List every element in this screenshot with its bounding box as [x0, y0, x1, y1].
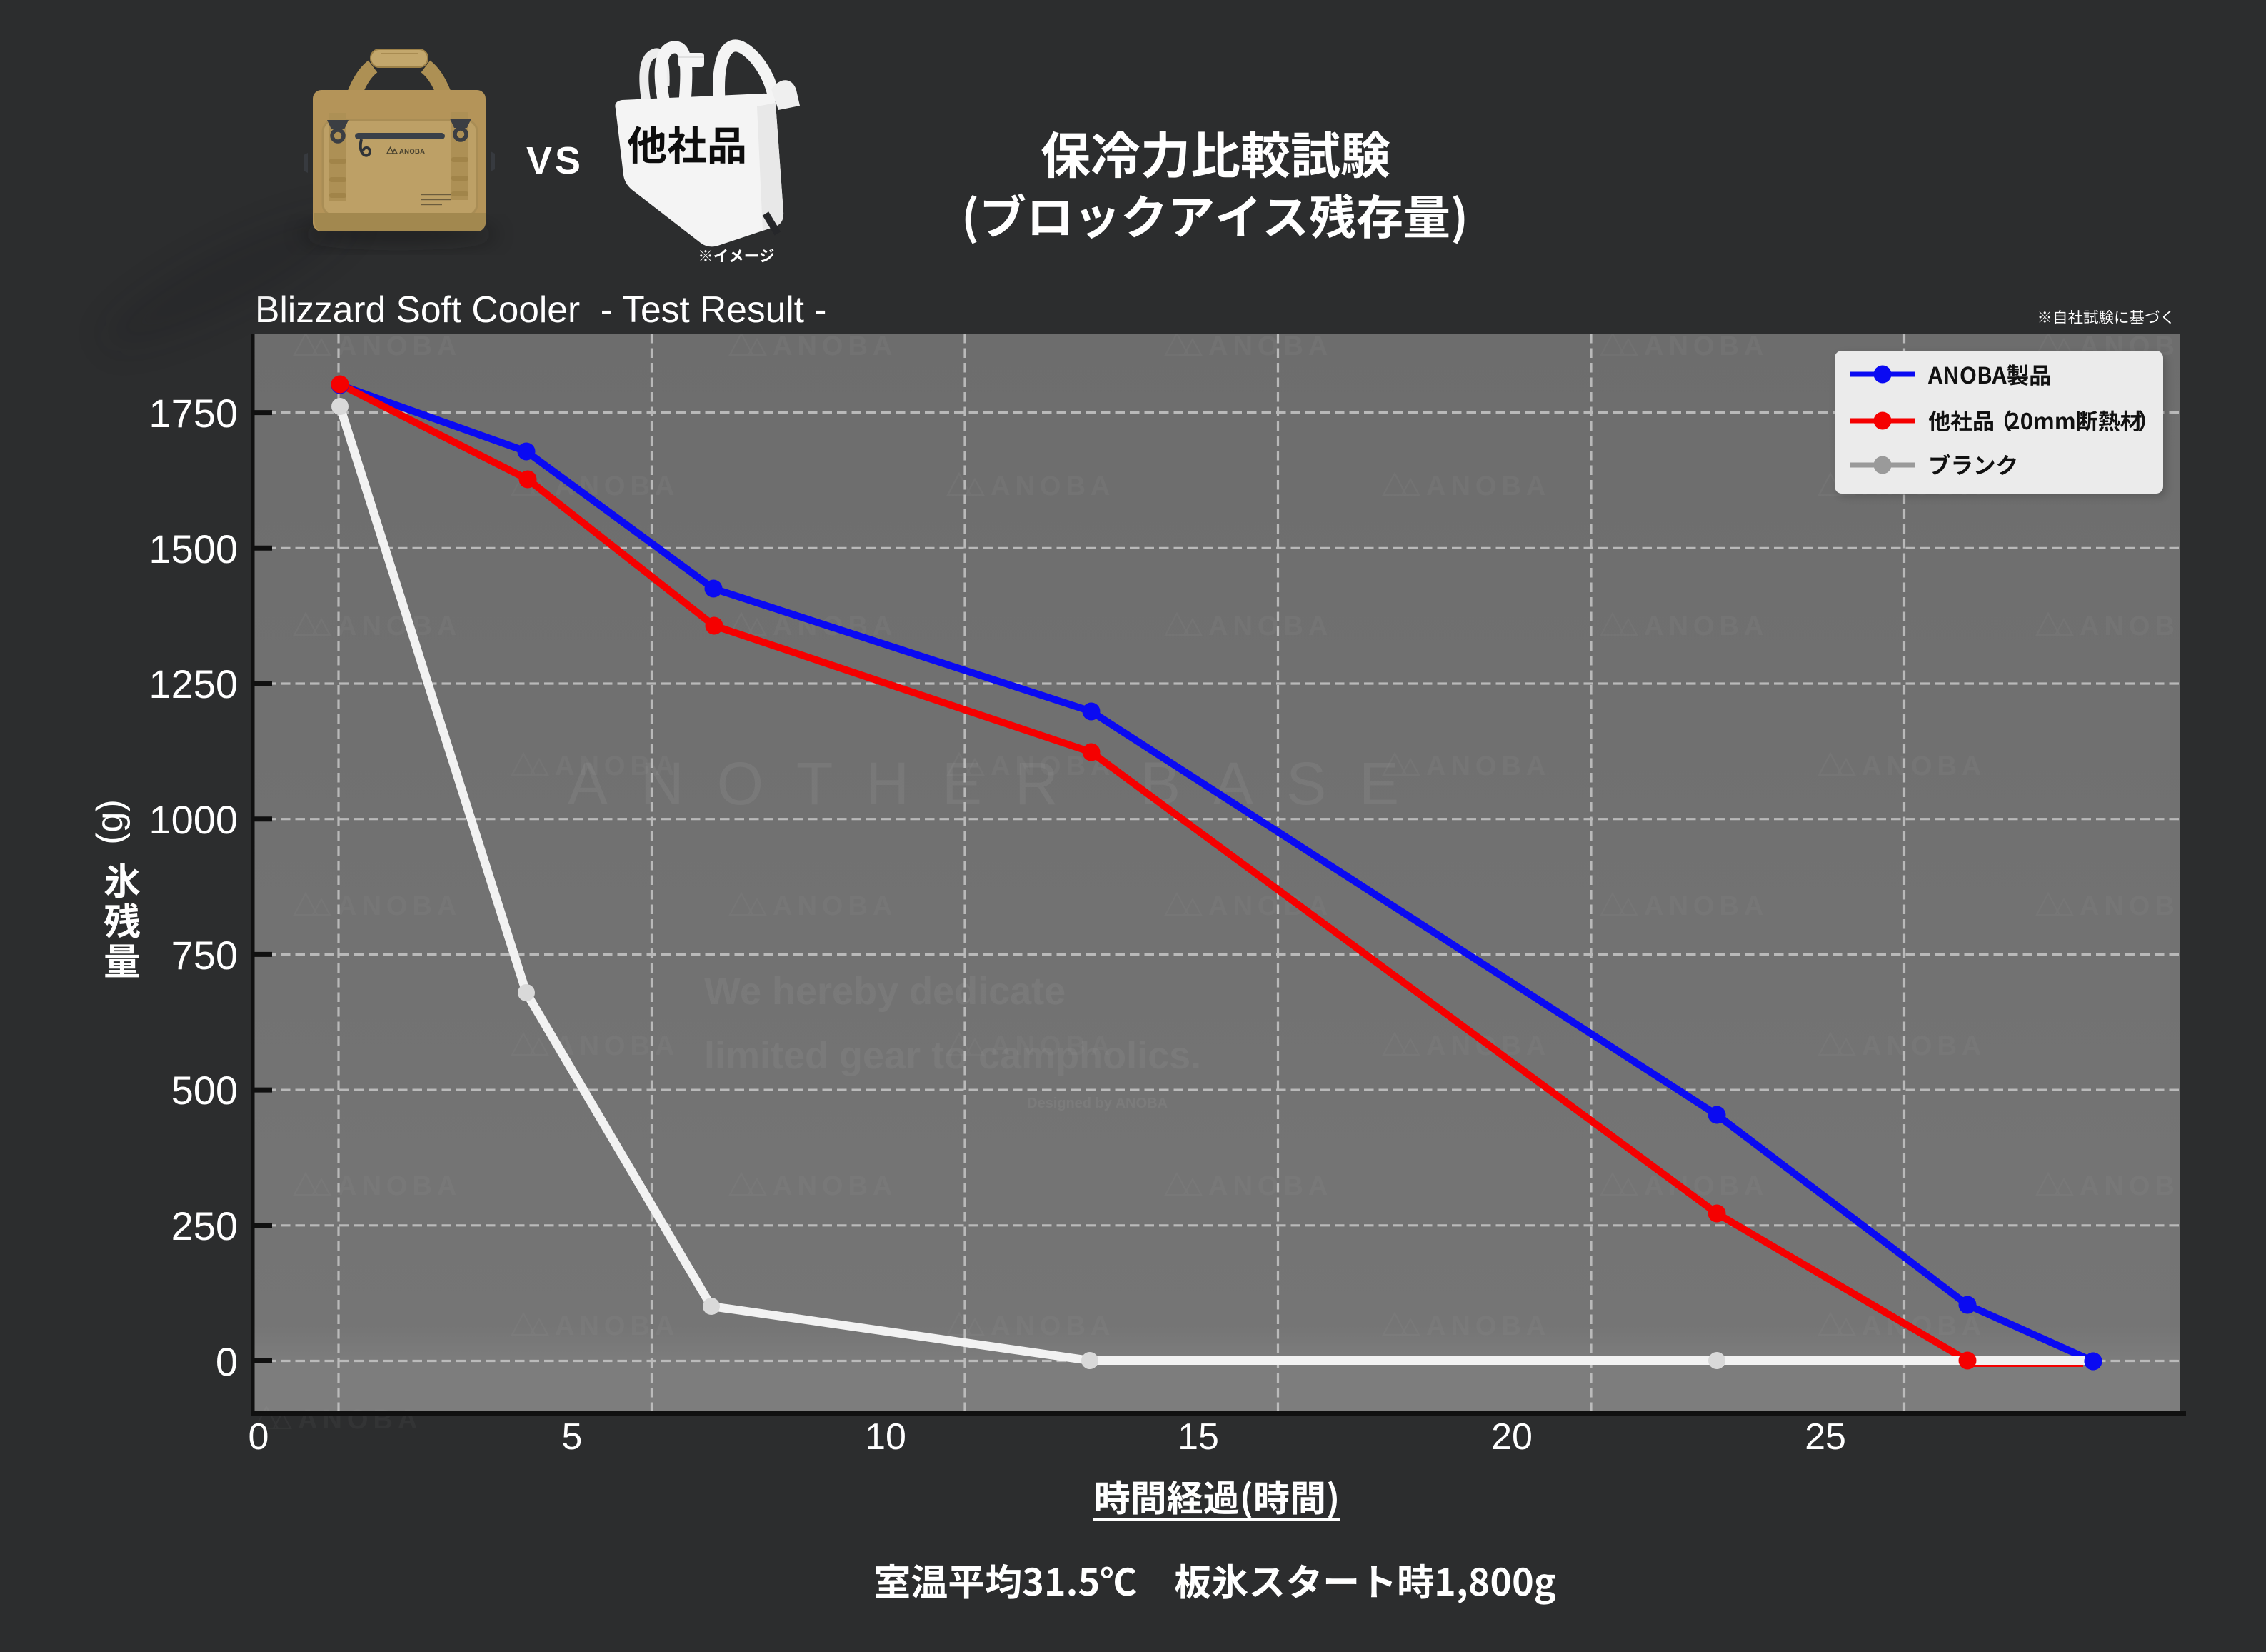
svg-text:ANOBA: ANOBA [1644, 331, 1768, 361]
svg-text:0: 0 [249, 1416, 269, 1458]
svg-text:5: 5 [562, 1416, 583, 1458]
svg-text:1250: 1250 [149, 661, 238, 706]
svg-text:25: 25 [1805, 1416, 1846, 1458]
svg-text:ANOBA: ANOBA [991, 471, 1115, 501]
svg-text:15: 15 [1178, 1416, 1219, 1458]
svg-text:ANOBA: ANOBA [555, 1031, 679, 1061]
svg-text:ANOBA: ANOBA [1644, 611, 1768, 641]
svg-text:20: 20 [1491, 1416, 1533, 1458]
svg-text:ANOBA: ANOBA [555, 1311, 679, 1341]
svg-text:0: 0 [216, 1339, 238, 1384]
svg-text:ANOBA: ANOBA [337, 611, 461, 641]
svg-text:ANOBA: ANOBA [991, 1311, 1115, 1341]
svg-text:ANOBA: ANOBA [298, 1405, 422, 1435]
svg-text:1750: 1750 [149, 391, 238, 436]
svg-text:ANOBA: ANOBA [773, 331, 897, 361]
svg-text:ANOBA: ANOBA [1426, 1311, 1550, 1341]
svg-text:ANOBA: ANOBA [1426, 751, 1550, 781]
svg-text:ANOBA: ANOBA [337, 1171, 461, 1201]
svg-text:We hereby dedicate: We hereby dedicate [704, 970, 1066, 1013]
svg-text:limited gear to campholics.: limited gear to campholics. [704, 1034, 1201, 1077]
svg-text:ANOBA: ANOBA [1208, 331, 1333, 361]
svg-text:ANOBA: ANOBA [1644, 891, 1768, 921]
svg-text:ANOBA: ANOBA [1862, 1031, 1986, 1061]
svg-text:ANOBA: ANOBA [1208, 611, 1333, 641]
svg-text:1500: 1500 [149, 526, 238, 571]
svg-text:ANOBA: ANOBA [1208, 1171, 1333, 1201]
svg-text:ANOBA: ANOBA [1426, 471, 1550, 501]
svg-text:500: 500 [171, 1068, 238, 1113]
svg-text:ANOBA: ANOBA [399, 148, 425, 156]
svg-text:VS: VS [526, 139, 583, 182]
svg-text:1000: 1000 [149, 797, 238, 842]
svg-text:(g): (g) [89, 799, 131, 845]
svg-text:250: 250 [171, 1203, 238, 1248]
svg-text:750: 750 [171, 933, 238, 978]
svg-text:ANOBA: ANOBA [773, 1171, 897, 1201]
svg-text:ANOTHER BASE: ANOTHER BASE [568, 750, 1432, 817]
svg-text:ANOBA: ANOBA [773, 891, 897, 921]
svg-text:ANOBA: ANOBA [337, 331, 461, 361]
svg-text:Blizzard Soft Cooler - Test R: Blizzard Soft Cooler - Test Result - [255, 289, 826, 330]
svg-text:ANOBA: ANOBA [1862, 751, 1986, 781]
svg-text:10: 10 [865, 1416, 906, 1458]
svg-text:Designed by ANOBA: Designed by ANOBA [1027, 1096, 1168, 1111]
svg-text:ANOBA: ANOBA [337, 891, 461, 921]
